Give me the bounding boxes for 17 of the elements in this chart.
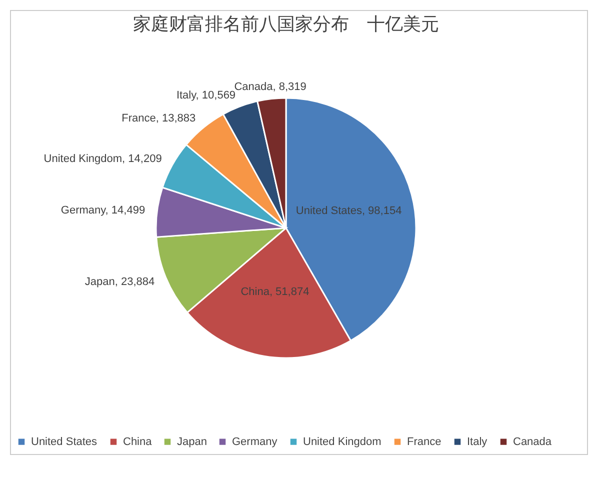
category-label: Germany, 14,499 [60, 204, 146, 217]
category-label: United Kingdom, 14,209 [44, 153, 162, 166]
legend-label: Canada [513, 436, 552, 448]
legend-label: United Kingdom [303, 436, 382, 448]
legend-label: Japan [177, 436, 207, 448]
legend-label: China [123, 436, 153, 448]
category-label: France, 13,883 [122, 112, 196, 124]
legend-label: France [407, 436, 442, 448]
legend-label: Germany [232, 436, 278, 448]
category-label: China, 51,874 [240, 286, 310, 298]
category-label: Italy, 10,569 [176, 89, 236, 102]
legend-label: United States [31, 436, 98, 448]
category-label: Canada, 8,319 [234, 80, 306, 93]
legend-label: Italy [467, 436, 488, 448]
chart-title: 家庭财富排名前八国家分布 十亿美元 [133, 14, 439, 35]
category-label: United States, 98,154 [296, 205, 402, 218]
category-label: Japan, 23,884 [84, 276, 155, 288]
